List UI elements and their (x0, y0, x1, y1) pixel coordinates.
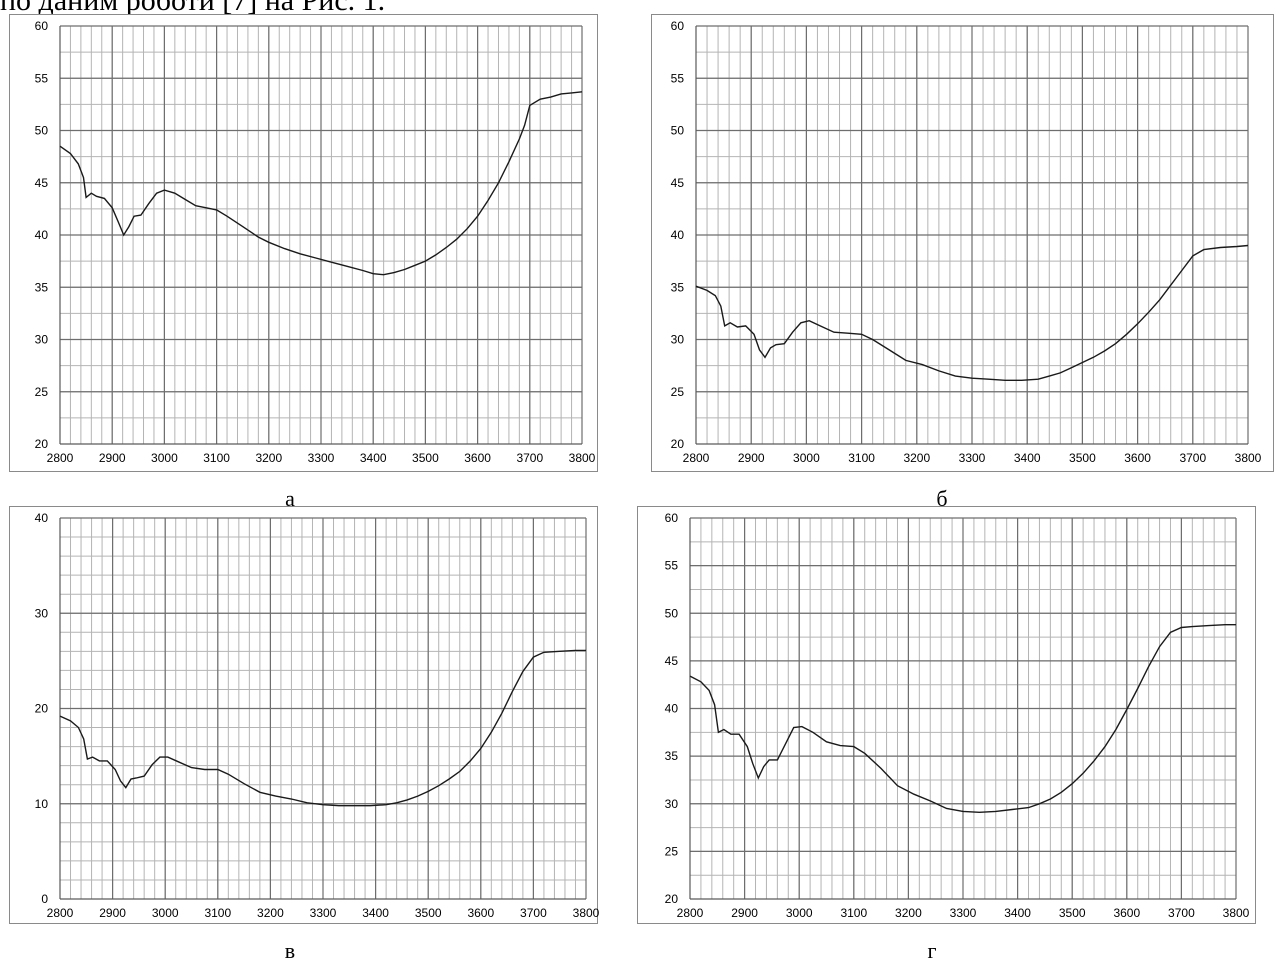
chart-b-x-tick-label: 3800 (1235, 451, 1262, 465)
chart-d-series-line-0 (689, 623, 1236, 814)
chart-c-x-tick-label: 3500 (415, 906, 442, 920)
chart-c-y-tick-label: 30 (35, 606, 49, 620)
chart-b-y-tick-label: 40 (671, 228, 685, 242)
chart-c-x-tick-label: 3600 (467, 906, 494, 920)
chart-b-y-tick-label: 35 (671, 280, 685, 294)
chart-caption-b: б (936, 486, 948, 511)
chart-c-x-tick-label: 3700 (520, 906, 547, 920)
chart-d-x-tick-label: 3100 (840, 906, 867, 920)
chart-b: 2800 2900 3000 3100 3200 3300 3400 3500 3600 3700… (671, 19, 1262, 465)
chart-b-y-tick-label: 45 (671, 176, 685, 190)
chart-d-x-tick-label: 3700 (1168, 906, 1195, 920)
chart-a-y-tick-label: 30 (35, 333, 49, 347)
chart-c-x-tick-label: 2800 (47, 906, 74, 920)
chart-b-x-tick-label: 3700 (1179, 451, 1206, 465)
chart-a-y-tick-label: 45 (35, 176, 49, 190)
chart-c-y-tick-label: 40 (35, 511, 49, 525)
chart-c-y-tick-label: 20 (35, 702, 49, 716)
chart-c-x-tick-label: 3400 (362, 906, 389, 920)
chart-a-y-tick-label: 60 (35, 19, 49, 33)
chart-a-y-tick-label: 40 (35, 228, 49, 242)
chart-d-y-tick-label: 25 (665, 844, 679, 858)
chart-d-y-tick-label: 35 (665, 749, 679, 763)
chart-a-x-tick-label: 3600 (464, 451, 491, 465)
chart-b-x-tick-label: 3500 (1069, 451, 1096, 465)
chart-a-x-tick-label: 3100 (203, 451, 230, 465)
chart-a-y-tick-label: 20 (35, 437, 49, 451)
chart-b-y-tick-label: 25 (671, 385, 685, 399)
chart-a-series-line-0 (59, 91, 583, 276)
chart-c-x-tick-label: 3200 (257, 906, 284, 920)
chart-c-x-tick-label: 3100 (204, 906, 231, 920)
chart-a-x-tick-label: 2900 (99, 451, 126, 465)
chart-d-y-tick-label: 30 (665, 797, 679, 811)
chart-b-x-tick-label: 3000 (793, 451, 820, 465)
chart-d-x-tick-label: 3300 (950, 906, 977, 920)
chart-a-y-tick-label: 55 (35, 71, 49, 85)
chart-d-x-tick-label: 2800 (677, 906, 704, 920)
chart-d-x-tick-label: 3400 (1004, 906, 1031, 920)
chart-d-y-tick-label: 50 (665, 606, 679, 620)
chart-b-x-tick-label: 3100 (848, 451, 875, 465)
chart-d-y-tick-label: 20 (665, 892, 679, 906)
chart-a-x-tick-label: 3200 (255, 451, 282, 465)
chart-b-y-tick-label: 30 (671, 333, 685, 347)
chart-b-x-tick-label: 2900 (738, 451, 765, 465)
chart-a-x-tick-label: 3700 (516, 451, 543, 465)
chart-d-x-tick-label: 3500 (1059, 906, 1086, 920)
chart-caption-a: а (285, 486, 295, 511)
chart-b-x-tick-label: 3600 (1124, 451, 1151, 465)
chart-panel-c: 2800 2900 3000 3100 3200 3300 3400 3500 3600 3700… (9, 506, 599, 924)
chart-b-x-tick-label: 3200 (903, 451, 930, 465)
chart-d-x-tick-label: 3800 (1223, 906, 1250, 920)
chart-b-x-tick-label: 3300 (959, 451, 986, 465)
chart-a-y-tick-label: 35 (35, 280, 49, 294)
chart-a-y-tick-label: 25 (35, 385, 49, 399)
chart-c-series-line-0 (59, 649, 586, 807)
chart-d-y-tick-label: 60 (665, 511, 679, 525)
chart-b-major-grid (695, 25, 1249, 445)
chart-d-major-grid (689, 517, 1237, 900)
chart-d-x-tick-label: 3600 (1113, 906, 1140, 920)
chart-c-x-tick-label: 2900 (99, 906, 126, 920)
chart-panel-a: 2800 2900 3000 3100 3200 3300 3400 3500 3600 3700… (9, 14, 598, 472)
chart-a-x-tick-label: 2800 (47, 451, 74, 465)
chart-b-y-tick-label: 20 (671, 437, 685, 451)
chart-a-x-tick-label: 3000 (151, 451, 178, 465)
chart-b-y-tick-label: 50 (671, 124, 685, 138)
chart-caption-d: г (927, 938, 937, 963)
chart-panel-d: 2800 2900 3000 3100 3200 3300 3400 3500 3600 3700… (637, 506, 1256, 924)
chart-d-x-tick-label: 2900 (731, 906, 758, 920)
chart-b-series-line-0 (695, 244, 1249, 381)
chart-a-y-tick-label: 50 (35, 124, 49, 138)
chart-a-major-grid (59, 25, 583, 445)
chart-b-x-tick-label: 3400 (1014, 451, 1041, 465)
chart-a-x-tick-label: 3300 (308, 451, 335, 465)
chart-a-x-tick-label: 3400 (360, 451, 387, 465)
chart-c-y-tick-label: 10 (35, 797, 49, 811)
chart-b-y-tick-label: 55 (671, 71, 685, 85)
chart-d-x-tick-label: 3000 (786, 906, 813, 920)
chart-d-y-tick-label: 40 (665, 702, 679, 716)
chart-a-x-tick-label: 3800 (569, 451, 596, 465)
chart-c-major-grid (59, 517, 587, 900)
chart-c-x-tick-label: 3800 (573, 906, 599, 920)
chart-c-x-tick-label: 3000 (152, 906, 179, 920)
chart-c-y-tick-label: 0 (41, 892, 48, 906)
chart-c-x-tick-label: 3300 (310, 906, 337, 920)
chart-caption-c: в (284, 938, 296, 963)
chart-a-x-tick-label: 3500 (412, 451, 439, 465)
chart-c: 2800 2900 3000 3100 3200 3300 3400 3500 3600 3700… (35, 511, 599, 920)
chart-d-x-tick-label: 3200 (895, 906, 922, 920)
chart-a: 2800 2900 3000 3100 3200 3300 3400 3500 3600 3700… (35, 19, 596, 465)
chart-d-y-tick-label: 45 (665, 654, 679, 668)
chart-d: 2800 2900 3000 3100 3200 3300 3400 3500 3600 3700… (665, 511, 1250, 920)
chart-d-y-tick-label: 55 (665, 559, 679, 573)
header-text: по даним роботи [7] на Рис. 1. (0, 0, 386, 17)
chart-b-y-tick-label: 60 (671, 19, 685, 33)
chart-panel-b: 2800 2900 3000 3100 3200 3300 3400 3500 3600 3700… (651, 14, 1274, 472)
chart-b-x-tick-label: 2800 (683, 451, 710, 465)
